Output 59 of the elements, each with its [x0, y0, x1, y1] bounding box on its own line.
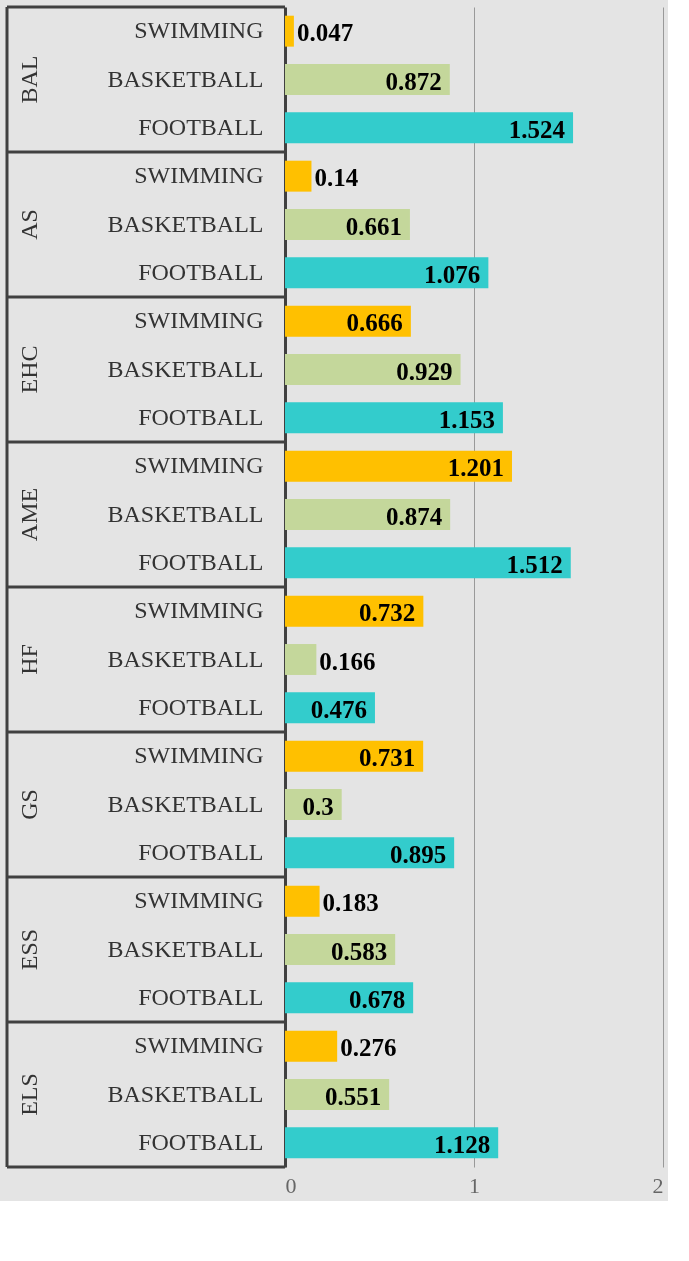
y-tick-label: FOOTBALL	[138, 838, 264, 865]
y-tick-label: FOOTBALL	[138, 693, 264, 720]
data-label: 1.128	[433, 1130, 491, 1158]
y-tick-label: BASKETBALL	[107, 1080, 264, 1107]
data-label: 0.874	[385, 502, 443, 530]
data-label: 0.872	[385, 67, 442, 95]
x-tick-label: 1	[469, 1172, 480, 1198]
y-tick-label: BASKETBALL	[107, 935, 264, 962]
x-tick-label: 2	[652, 1172, 664, 1198]
y-tick-label: SWIMMING	[134, 307, 264, 334]
data-label: 0.3	[302, 792, 334, 820]
y-tick-label: BASKETBALL	[107, 210, 264, 237]
y-tick-label: SWIMMING	[134, 1032, 264, 1059]
y-tick-label: FOOTBALL	[138, 258, 264, 285]
y-tick-label: SWIMMING	[134, 17, 264, 44]
data-label: 0.678	[348, 985, 406, 1013]
y-tick-label: SWIMMING	[134, 887, 264, 914]
y-tick-label: FOOTBALL	[138, 548, 264, 575]
data-label: 0.166	[319, 647, 376, 675]
data-label: 0.047	[296, 19, 354, 47]
data-label: 0.731	[358, 744, 416, 772]
text: AME	[16, 487, 42, 542]
y-tick-label: SWIMMING	[134, 162, 264, 189]
text: AS	[16, 209, 42, 240]
data-label: 0.583	[330, 937, 388, 965]
data-label: 1.201	[447, 454, 504, 482]
text: BAL	[16, 55, 42, 104]
data-label: 0.14	[314, 164, 359, 192]
y-tick-label: BASKETBALL	[107, 355, 264, 382]
y-tick-label: BASKETBALL	[107, 645, 264, 672]
text: GS	[16, 789, 42, 820]
data-label: 0.551	[324, 1082, 382, 1110]
y-tick-label: SWIMMING	[134, 742, 264, 769]
data-label: 0.895	[389, 840, 447, 868]
x-tick-label: 0	[285, 1172, 297, 1198]
y-tick-label: FOOTBALL	[138, 403, 264, 430]
text: ELS	[16, 1073, 42, 1116]
y-tick-label: FOOTBALL	[138, 1128, 264, 1155]
data-label: 0.732	[359, 599, 416, 627]
data-label: 0.183	[322, 889, 379, 917]
y-tick-label: FOOTBALL	[138, 983, 264, 1010]
data-label: 0.661	[345, 212, 402, 240]
y-tick-label: SWIMMING	[134, 597, 264, 624]
data-label: 0.666	[346, 309, 403, 337]
data-label: 0.276	[340, 1034, 397, 1062]
y-tick-label: BASKETBALL	[107, 65, 264, 92]
data-label: 1.512	[506, 550, 563, 578]
y-tick-label: FOOTBALL	[138, 113, 264, 140]
data-label: 0.476	[310, 695, 367, 723]
data-label: 1.076	[424, 260, 481, 288]
text: EHC	[16, 345, 42, 394]
text: ESS	[16, 928, 42, 971]
y-tick-label: BASKETBALL	[107, 790, 264, 817]
data-label: 1.153	[438, 405, 495, 433]
text: HF	[16, 644, 42, 675]
data-label: 0.929	[396, 357, 453, 385]
y-tick-label: SWIMMING	[134, 452, 264, 479]
y-tick-label: BASKETBALL	[107, 500, 264, 527]
data-label: 1.524	[508, 115, 566, 143]
